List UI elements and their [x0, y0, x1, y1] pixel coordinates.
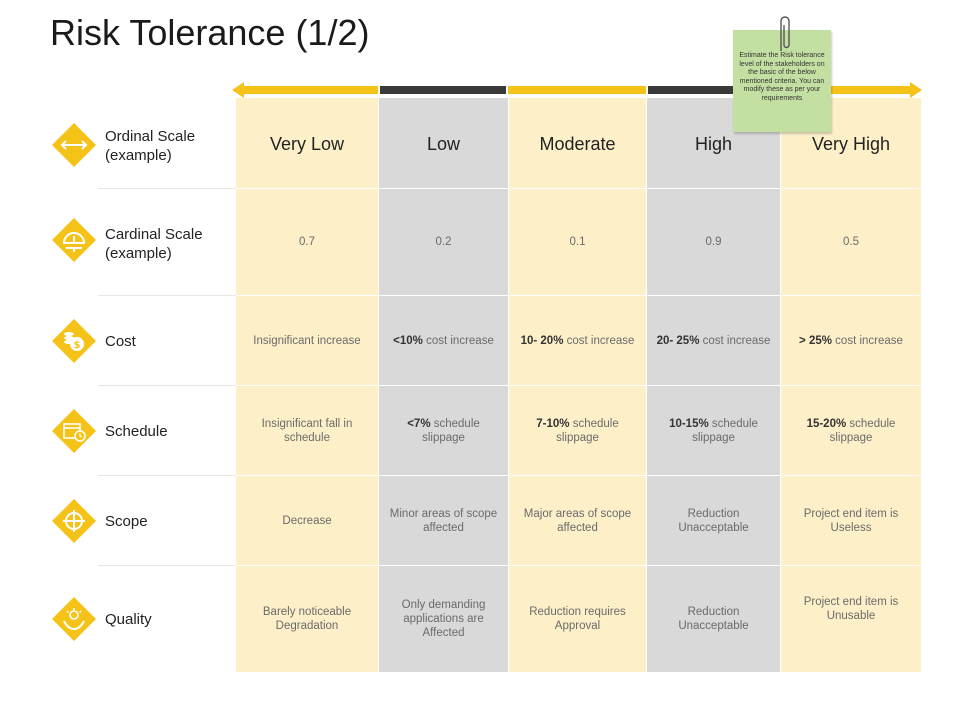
header-low: Low [426, 133, 461, 154]
quality-very-high: Project end item is Unusable [803, 596, 899, 622]
row-label-schedule: Schedule [105, 423, 168, 440]
arrow-seg-low [380, 86, 506, 94]
cardinal-very-high: 0.5 [843, 236, 859, 248]
quality-high: Reduction Unacceptable [678, 606, 749, 632]
cardinal-high: 0.9 [705, 236, 722, 248]
header-moderate: Moderate [539, 133, 616, 154]
quality-moderate: Reduction requires Approval [529, 606, 626, 632]
scope-very-low: Decrease [282, 514, 332, 527]
schedule-high: 10-15% schedule slippage [669, 417, 758, 444]
arrow-left-head [232, 82, 244, 98]
row-divider [98, 565, 236, 566]
schedule-moderate: 7-10% schedule slippage [536, 417, 619, 444]
cardinal-very-low: 0.7 [299, 236, 315, 248]
crosshair-icon [52, 499, 96, 543]
header-high: High [694, 133, 733, 154]
row-divider [98, 295, 236, 296]
cost-moderate: 10- 20% cost increase [520, 334, 635, 347]
row-label-scope: Scope [105, 513, 148, 530]
cardinal-moderate: 0.1 [569, 236, 586, 248]
quality-very-low: Barely noticeable Degradation [262, 606, 352, 632]
row-divider [98, 188, 236, 189]
row-divider [98, 385, 236, 386]
cost-high: 20- 25% cost increase [656, 334, 771, 347]
arrow-seg-high [648, 86, 778, 94]
paperclip-icon [780, 16, 790, 51]
arrow-seg-very-high [780, 86, 910, 94]
cost-very-low: Insignificant increase [253, 334, 361, 347]
scope-very-high: Project end item is Useless [803, 507, 899, 534]
cardinal-low: 0.2 [435, 236, 452, 248]
quality-hands-icon [52, 597, 96, 641]
row-label-cardinal: Cardinal Scale (example) [105, 226, 203, 262]
row-divider [98, 475, 922, 476]
scope-low: Minor areas of scope affected [389, 507, 498, 534]
row-divider [98, 295, 922, 296]
row-label-quality: Quality [105, 611, 152, 628]
scope-high: Reduction Unacceptable [678, 507, 749, 534]
calendar-clock-icon [52, 409, 96, 453]
quality-low: Only demanding applications are Affected [401, 599, 486, 639]
schedule-very-high: 15-20% schedule slippage [806, 417, 896, 444]
row-divider [98, 475, 236, 476]
sticky-note: Estimate the Risk tolerance level of the… [733, 30, 831, 132]
coins-dollar-icon: $ [52, 319, 96, 363]
header-very-high: Very High [811, 133, 891, 154]
schedule-very-low: Insignificant fall in schedule [261, 417, 353, 444]
row-label-ordinal: Ordinal Scale (example) [105, 128, 196, 164]
row-divider [98, 188, 922, 189]
cost-low: <10% cost increase [393, 334, 494, 347]
header-very-low: Very Low [269, 133, 345, 154]
arrow-seg-moderate [508, 86, 646, 94]
cost-very-high: > 25% cost increase [799, 334, 903, 347]
svg-text:$: $ [74, 340, 81, 351]
double-arrow-icon [52, 123, 96, 167]
page-title: Risk Tolerance (1/2) [50, 12, 370, 53]
row-label-cost: Cost [105, 333, 136, 350]
scale-arrow [232, 82, 922, 98]
row-divider [98, 565, 922, 566]
schedule-low: <7% schedule slippage [407, 417, 480, 444]
arrow-right-head [910, 82, 922, 98]
scope-moderate: Major areas of scope affected [523, 507, 632, 534]
row-divider [98, 385, 922, 386]
speedometer-icon [52, 218, 96, 262]
arrow-seg-very-low [242, 86, 378, 94]
